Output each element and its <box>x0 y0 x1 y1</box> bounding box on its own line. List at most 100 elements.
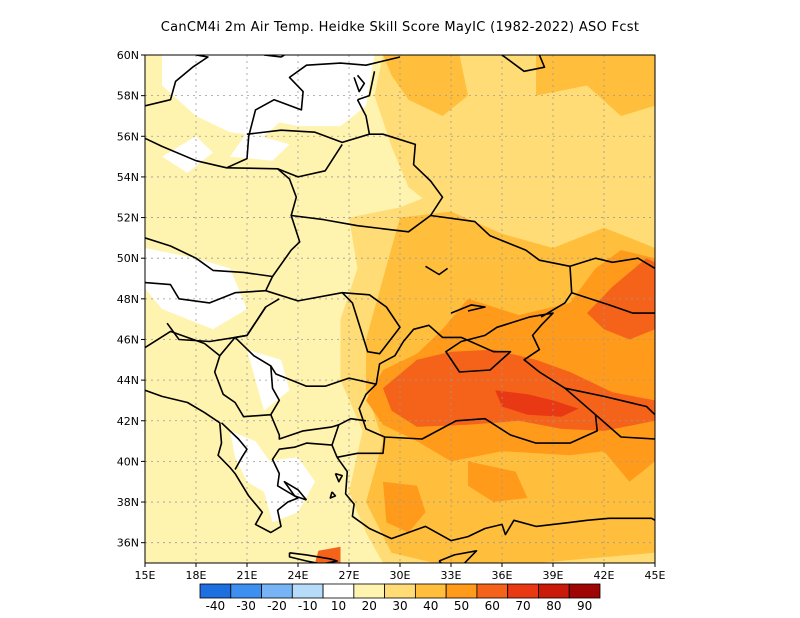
lon-tick-label: 39E <box>543 569 564 582</box>
colorbar-swatch <box>568 583 601 599</box>
colorbar-label: -10 <box>298 599 318 613</box>
border-line <box>334 472 344 483</box>
lat-tick-label: 58N <box>117 90 139 103</box>
lat-tick-label: 42N <box>117 415 139 428</box>
border-line <box>270 365 281 416</box>
border-line <box>329 491 337 499</box>
score-region <box>162 136 213 173</box>
lon-tick-label: 18E <box>186 569 207 582</box>
border-line <box>336 456 655 542</box>
score-region <box>230 132 290 161</box>
lat-tick-label: 40N <box>117 455 139 468</box>
score-region <box>495 390 579 417</box>
border-line <box>450 304 486 314</box>
colorbar-label: 90 <box>577 599 592 613</box>
colorbar-label: -40 <box>206 599 226 613</box>
colorbar-label: 40 <box>423 599 438 613</box>
border-line <box>594 414 655 440</box>
colorbar-label: 60 <box>485 599 500 613</box>
border-line <box>358 312 599 444</box>
lon-tick-label: 30E <box>390 569 411 582</box>
lat-tick-label: 48N <box>117 293 139 306</box>
score-region <box>145 248 247 330</box>
colorbar-label: 70 <box>515 599 530 613</box>
colorbar-label: -30 <box>236 599 256 613</box>
border-line <box>145 56 401 169</box>
lon-tick-label: 42E <box>594 569 615 582</box>
lon-tick-label: 15E <box>135 569 156 582</box>
lon-tick-label: 33E <box>441 569 462 582</box>
colorbar-swatch <box>507 583 539 599</box>
border-line <box>331 424 340 446</box>
border-line <box>263 55 285 58</box>
lat-tick-label: 44N <box>117 374 139 387</box>
lat-tick-label: 60N <box>117 49 139 62</box>
border-line <box>145 167 301 278</box>
score-region <box>247 349 290 411</box>
lon-tick-label: 27E <box>339 569 360 582</box>
lon-tick-label: 36E <box>492 569 513 582</box>
lat-tick-label: 38N <box>117 496 139 509</box>
border-line <box>357 71 376 101</box>
map-gridlines <box>145 55 655 563</box>
colorbar-swatch <box>322 583 355 599</box>
colorbar-swatch <box>384 583 416 599</box>
lat-tick-label: 56N <box>117 130 139 143</box>
colorbar-swatch <box>291 583 324 599</box>
lat-tick-label: 36N <box>117 537 139 550</box>
border-line <box>438 549 478 563</box>
border-line <box>277 143 343 178</box>
colorbar-label: 80 <box>546 599 561 613</box>
border-line <box>145 330 367 440</box>
border-line <box>564 387 655 416</box>
score-region <box>230 430 273 492</box>
longitude-axis: 15E 18E 21E 24E 27E 30E 33E 36E 39E 42E 45E <box>135 563 666 582</box>
border-line <box>569 257 655 270</box>
border-line <box>425 265 449 276</box>
border-line <box>336 436 386 459</box>
skill-score-field <box>145 55 655 563</box>
country-borders <box>145 55 655 563</box>
score-region <box>468 461 528 502</box>
colorbar-swatch <box>261 583 293 599</box>
border-line <box>501 55 546 73</box>
border-line <box>246 99 371 144</box>
colorbar-swatch <box>353 583 386 599</box>
latitude-axis: 60N 58N 56N 54N 52N 50N 48N 46N 44N 42N 40N 38N 36N <box>117 49 145 550</box>
score-region <box>536 55 655 116</box>
border-line <box>145 389 338 534</box>
colorbar-label: 30 <box>392 599 407 613</box>
border-line <box>234 306 377 388</box>
score-region <box>383 55 468 116</box>
lon-tick-label: 45E <box>645 569 666 582</box>
colorbar-swatch <box>538 583 570 599</box>
lat-tick-label: 54N <box>117 171 139 184</box>
colorbar-swatch <box>445 583 478 599</box>
lon-tick-label: 24E <box>288 569 309 582</box>
lat-tick-label: 50N <box>117 252 139 265</box>
map-title: CanCM4i 2m Air Temp. Heidke Skill Score … <box>160 20 640 35</box>
colorbar-label: -20 <box>267 599 287 613</box>
border-line <box>265 289 401 355</box>
score-region <box>315 546 341 563</box>
colorbar-label: 20 <box>362 599 377 613</box>
colorbar-legend: -40 -30 -20 -10 10 20 30 40 50 60 70 80 90 <box>199 583 601 613</box>
colorbar-swatch <box>476 583 509 599</box>
border-line <box>145 55 209 107</box>
colorbar-swatch <box>414 583 447 599</box>
border-line <box>430 214 573 318</box>
colorbar-swatch <box>230 583 262 599</box>
colorbar-swatch <box>199 583 232 599</box>
score-region <box>383 481 426 533</box>
border-line <box>219 336 236 357</box>
border-line <box>283 480 308 501</box>
lat-tick-label: 52N <box>117 212 139 225</box>
border-line <box>220 422 248 470</box>
colorbar-label: 10 <box>331 599 346 613</box>
border-line <box>571 291 655 314</box>
score-region <box>247 55 375 127</box>
lon-tick-label: 21E <box>237 569 258 582</box>
border-line <box>291 133 444 233</box>
colorbar-label: 50 <box>454 599 469 613</box>
